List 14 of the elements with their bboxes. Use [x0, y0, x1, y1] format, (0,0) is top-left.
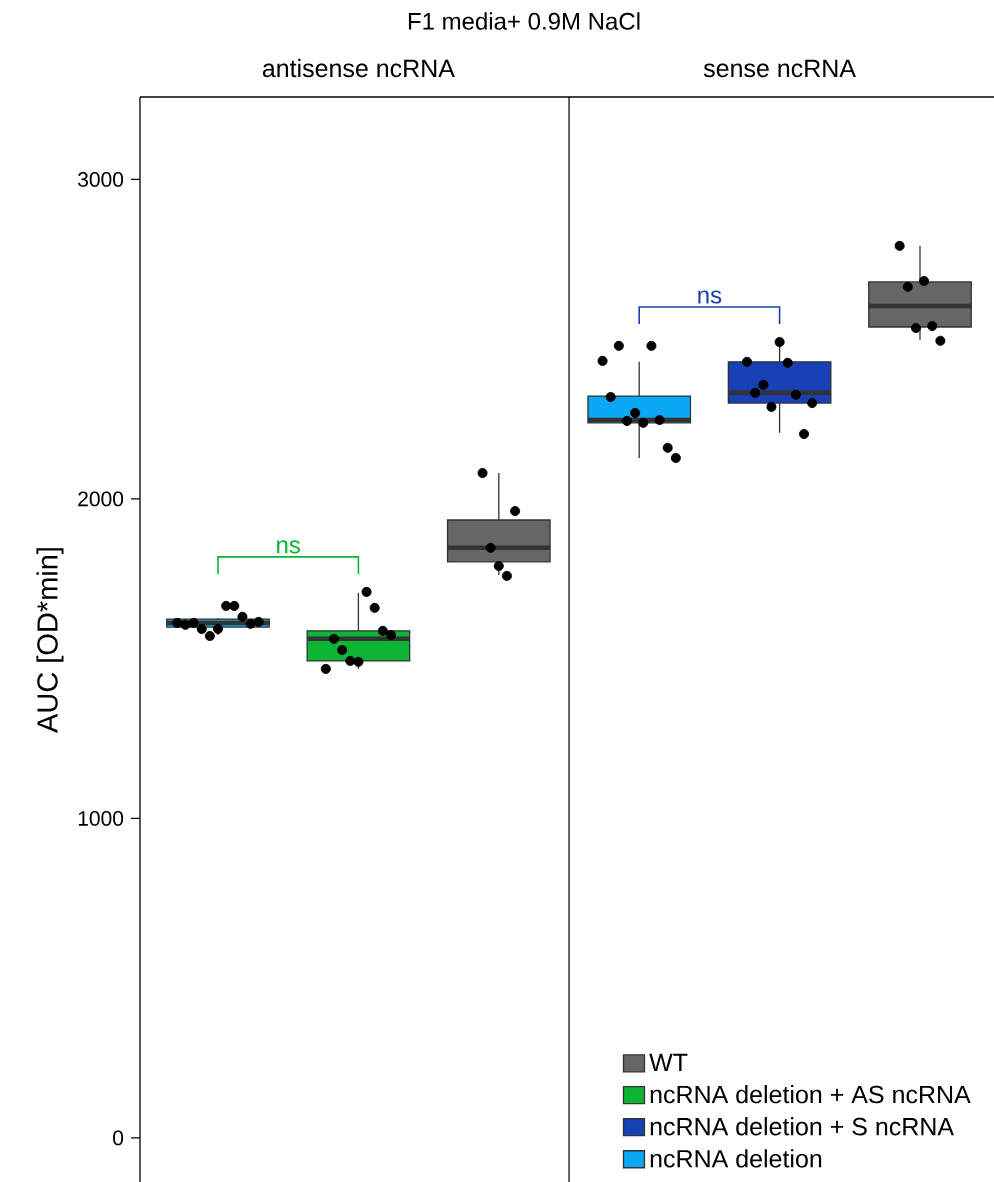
legend-label: ncRNA deletion + S ncRNA [650, 1117, 955, 1136]
y-tick-label: 3000 [78, 171, 124, 187]
legend-label: WT [649, 1053, 688, 1071]
annotation: ns [698, 290, 722, 304]
legend-label: ncRNA deletion + AS ncRNA [650, 1084, 971, 1104]
text: sense ncRNA [703, 59, 856, 78]
y-axis-title: AUC [OD*min] [36, 548, 64, 733]
legend-label: ncRNA deletion [650, 1149, 822, 1168]
chart-title: F1 media+ 0.9M NaCl [408, 12, 640, 30]
y-tick-label: 0 [113, 1130, 124, 1146]
y-tick-label: 2000 [78, 491, 124, 507]
annotation: ns [277, 540, 301, 554]
y-tick-label: 1000 [78, 810, 124, 826]
text: antisense ncRNA [262, 58, 455, 78]
